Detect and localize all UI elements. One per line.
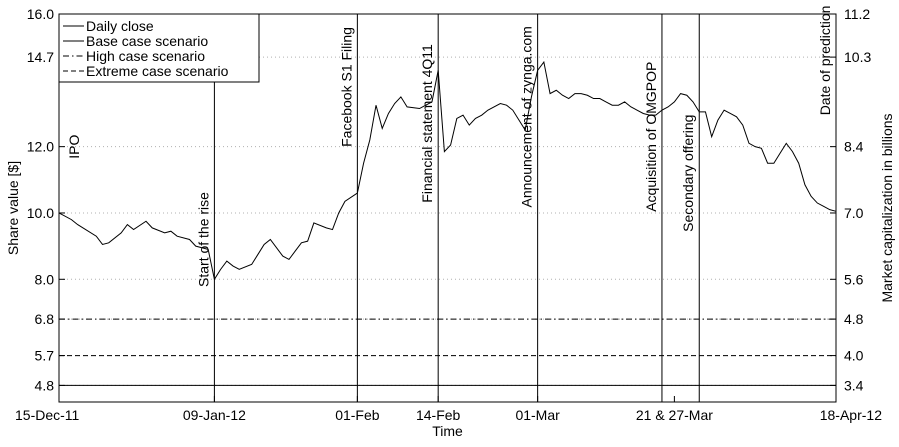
event-label: IPO [66,134,82,158]
plot-frame [58,13,837,403]
event-label: Financial statement 4Q11 [419,44,435,203]
x-tick-label: 14-Feb [416,407,461,423]
x-tick-label: 15-Dec-11 [15,407,80,423]
scenario-lines [59,318,836,386]
event-label: Date of prediction [817,6,833,116]
y-axis-title: Share value [$] [5,161,21,255]
left-tick-label: 14.7 [27,49,54,65]
legend-label: Daily close [86,18,154,34]
left-tick-label: 5.7 [35,348,55,364]
right-tick-label: 5.6 [844,271,864,287]
left-tick-label: 4.8 [35,377,55,393]
event-label: Start of the rise [195,192,211,287]
right-tick-label: 10.3 [844,49,871,65]
event-markers: IPO Start of the rise Facebook S1 Filing Fi… [66,6,833,402]
legend-box [58,13,260,83]
right-tick-label: 8.4 [844,139,864,155]
axis-tick-labels: 4.8 3.4 5.7 4.0 6.8 4.8 8.0 5.6 10.0 7.0 12.0 8.4 14… [15,6,882,423]
x-tick-label: 01-Mar [515,407,560,423]
event-label: Announcement of zynga.com [519,26,535,207]
series-lines [58,60,837,281]
event-label: Acquisition of OMGPOP [643,62,659,212]
right-tick-label: 11.2 [844,6,870,22]
left-tick-label: 8.0 [35,271,55,287]
legend-label: High case scenario [86,48,205,64]
x-tick-label: 09-Jan-12 [183,407,246,423]
x-tick-label: 01-Feb [335,407,380,423]
x-tick-label: 18-Apr-12 [820,407,882,423]
right-tick-label: 4.0 [844,348,864,364]
y2-axis-title: Market capitalization in billions [879,113,895,302]
right-tick-label: 4.8 [844,311,864,327]
event-label: Facebook S1 Filing [338,27,354,147]
left-tick-label: 12.0 [27,139,54,155]
left-tick-label: 10.0 [27,205,54,221]
legend-label: Base case scenario [86,33,208,49]
event-label: Secondary offering [680,115,696,232]
grid-lines [59,56,836,386]
left-tick-label: 6.8 [35,311,55,327]
right-tick-label: 3.4 [844,377,864,393]
left-tick-label: 16.0 [27,6,54,22]
legend-label: Extreme case scenario [86,63,229,79]
x-axis-title: Time [432,423,463,439]
right-tick-label: 7.0 [844,205,864,221]
daily-close-line [58,60,837,281]
x-tick-label: 21 & 27-Mar [636,407,713,423]
